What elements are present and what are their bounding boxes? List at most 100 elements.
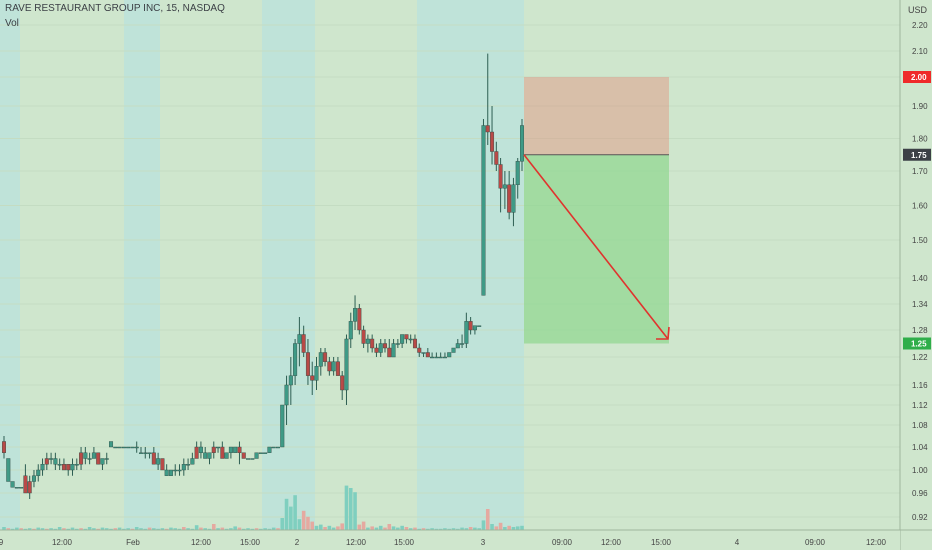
volume-bar bbox=[190, 528, 195, 530]
time-tick-label: 09:00 bbox=[552, 538, 573, 547]
volume-bar bbox=[45, 528, 49, 530]
time-tick-label: 15:00 bbox=[651, 538, 672, 547]
price-tick-label: 2.20 bbox=[912, 21, 928, 30]
volume-bar bbox=[109, 528, 113, 530]
volume-bar bbox=[122, 528, 126, 530]
candle bbox=[365, 334, 370, 353]
candle bbox=[348, 312, 353, 348]
candle bbox=[61, 458, 66, 471]
time-tick-label: 12:00 bbox=[346, 538, 367, 547]
candle-body bbox=[216, 446, 221, 449]
candle bbox=[387, 339, 392, 358]
volume-bar bbox=[126, 528, 130, 530]
candle-body bbox=[224, 452, 229, 459]
candle bbox=[138, 447, 143, 454]
candle bbox=[241, 452, 246, 459]
price-badge-label: 1.75 bbox=[911, 151, 927, 160]
candle bbox=[220, 441, 225, 459]
candle-body bbox=[507, 184, 512, 213]
candle bbox=[412, 334, 417, 349]
time-tick-label: 4 bbox=[735, 538, 740, 547]
candle bbox=[173, 464, 178, 476]
volume-bar bbox=[2, 527, 6, 530]
candle-body bbox=[31, 475, 36, 482]
candle-body bbox=[186, 464, 191, 466]
candle bbox=[490, 106, 495, 165]
candle-body bbox=[271, 446, 276, 449]
volume-bar bbox=[357, 524, 362, 530]
candle-body bbox=[318, 352, 323, 367]
volume-bar bbox=[207, 528, 212, 530]
volume-bar bbox=[53, 528, 58, 530]
volume-bar bbox=[515, 526, 520, 530]
candle-body bbox=[327, 361, 332, 372]
candle bbox=[361, 325, 366, 348]
candle bbox=[246, 458, 251, 460]
volume-bar bbox=[6, 528, 11, 530]
volume-bar bbox=[289, 506, 293, 530]
candle-body bbox=[404, 334, 409, 340]
volume-bar bbox=[331, 527, 336, 530]
candle-body bbox=[391, 343, 396, 358]
candle-body bbox=[498, 164, 503, 189]
candle-body bbox=[310, 375, 315, 381]
candle bbox=[502, 171, 507, 209]
candle bbox=[310, 361, 315, 395]
volume-bar bbox=[318, 524, 323, 530]
candle-body bbox=[520, 125, 525, 162]
candle bbox=[438, 352, 443, 359]
volume-bar bbox=[417, 528, 422, 530]
candle-body bbox=[434, 356, 439, 359]
candle bbox=[293, 339, 298, 385]
price-tick-label: 1.60 bbox=[912, 202, 928, 211]
candle bbox=[271, 446, 276, 449]
candle-body bbox=[472, 325, 477, 331]
candle bbox=[327, 357, 332, 376]
candle bbox=[168, 469, 173, 476]
candle-body bbox=[91, 452, 96, 459]
candle-body bbox=[370, 338, 375, 349]
volume-bar bbox=[438, 528, 443, 530]
candle-body bbox=[19, 487, 24, 489]
volume-bar bbox=[19, 528, 23, 530]
candle bbox=[216, 446, 221, 453]
volume-bar bbox=[100, 527, 105, 530]
volume-bar bbox=[473, 527, 477, 530]
candle-body bbox=[87, 458, 92, 460]
candle bbox=[340, 371, 345, 400]
candle-body bbox=[138, 452, 143, 454]
candle bbox=[6, 458, 11, 482]
candle-body bbox=[284, 384, 289, 406]
candle bbox=[31, 470, 36, 488]
candle bbox=[421, 352, 426, 357]
candle-body bbox=[100, 458, 105, 465]
candle-body bbox=[421, 352, 426, 354]
candle bbox=[14, 487, 19, 489]
candle bbox=[353, 295, 358, 330]
candle bbox=[395, 339, 400, 348]
volume-bar bbox=[254, 528, 259, 530]
candle bbox=[40, 458, 45, 476]
candle-body bbox=[36, 469, 41, 476]
price-tick-label: 1.22 bbox=[912, 353, 928, 362]
volume-bar bbox=[104, 528, 109, 530]
candle bbox=[53, 452, 58, 470]
candle-body bbox=[168, 469, 173, 476]
candle-body bbox=[173, 469, 178, 472]
candle-body bbox=[53, 458, 58, 465]
volume-bar bbox=[92, 528, 96, 530]
volume-bar bbox=[443, 528, 447, 530]
volume-bar bbox=[344, 485, 349, 530]
candle-body bbox=[246, 458, 251, 460]
candle-body bbox=[515, 161, 520, 185]
candle-body bbox=[344, 338, 349, 391]
volume-bar bbox=[378, 525, 383, 530]
candle bbox=[126, 446, 131, 449]
candle bbox=[455, 339, 460, 349]
candle-body bbox=[468, 321, 473, 331]
time-tick-label: 12:00 bbox=[191, 538, 212, 547]
time-axis-background bbox=[0, 530, 900, 550]
candle-body bbox=[301, 334, 306, 353]
volume-bar bbox=[250, 528, 255, 530]
